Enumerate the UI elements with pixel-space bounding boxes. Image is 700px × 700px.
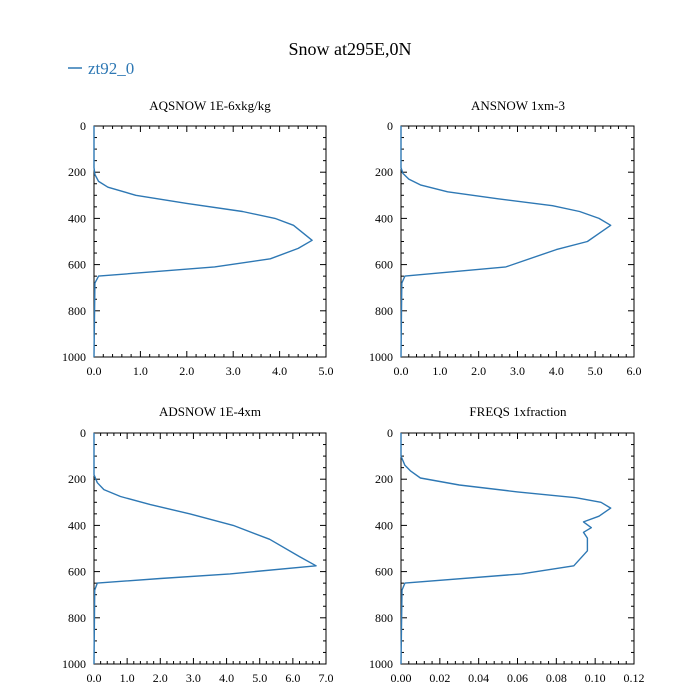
y-tick-label: 0 xyxy=(387,426,393,440)
x-tick-label: 5.0 xyxy=(252,671,267,685)
series-line-zt92_0 xyxy=(400,433,612,665)
plot-frame xyxy=(400,432,635,665)
x-tick-label: 0.10 xyxy=(585,671,606,685)
x-tick-label: 3.0 xyxy=(510,364,525,378)
panel-adsnow: ADSNOW 1E-4xm 0.0 1.0 2.0 3.0 4.0 5.0 6.0 7.0 0 2… xyxy=(62,404,334,685)
series-line-zt92_0 xyxy=(400,126,612,358)
x-tick-label: 4.0 xyxy=(219,671,234,685)
x-tick-label: 6.0 xyxy=(627,364,642,378)
y-tick-label: 200 xyxy=(68,472,86,486)
y-tick-label: 400 xyxy=(375,518,393,532)
y-tick-label: 600 xyxy=(68,258,86,272)
y-tick-label: 200 xyxy=(68,165,86,179)
y-tick-label: 0 xyxy=(80,119,86,133)
x-tick-label: 6.0 xyxy=(285,671,300,685)
y-tick-label: 1000 xyxy=(369,657,393,671)
y-tick-label: 400 xyxy=(68,211,86,225)
x-tick-label: 5.0 xyxy=(588,364,603,378)
series-line-zt92_0 xyxy=(93,433,317,665)
y-tick-label: 600 xyxy=(68,565,86,579)
x-tick-label: 3.0 xyxy=(186,671,201,685)
panel-title: AQSNOW 1E-6xkg/kg xyxy=(149,98,271,113)
x-tick-label: 0.00 xyxy=(391,671,412,685)
x-tick-label: 0.08 xyxy=(546,671,567,685)
y-tick-label: 0 xyxy=(80,426,86,440)
x-tick-label: 2.0 xyxy=(179,364,194,378)
x-tick-label: 0.12 xyxy=(624,671,645,685)
y-tick-label: 400 xyxy=(68,518,86,532)
x-tick-label: 0.0 xyxy=(394,364,409,378)
y-tick-label: 600 xyxy=(375,258,393,272)
panel-freqs: FREQS 1xfraction 0.00 0.02 0.04 0.06 0.08 0.1… xyxy=(369,404,645,685)
y-tick-label: 1000 xyxy=(62,350,86,364)
figure-title: Snow at295E,0N xyxy=(289,39,412,59)
x-tick-label: 0.04 xyxy=(468,671,489,685)
y-tick-label: 200 xyxy=(375,165,393,179)
y-tick-label: 400 xyxy=(375,211,393,225)
panel-title: ADSNOW 1E-4xm xyxy=(159,404,261,419)
plot-frame xyxy=(93,125,327,358)
panel-title: ANSNOW 1xm-3 xyxy=(471,98,565,113)
panel-ansnow: ANSNOW 1xm-3 0.0 1.0 2.0 3.0 4.0 5.0 6.0 0 200 40… xyxy=(369,98,642,378)
x-tick-label: 1.0 xyxy=(432,364,447,378)
y-tick-label: 800 xyxy=(68,611,86,625)
y-tick-label: 0 xyxy=(387,119,393,133)
y-tick-label: 1000 xyxy=(369,350,393,364)
plot-frame xyxy=(400,125,635,358)
plot-frame xyxy=(93,432,327,665)
x-tick-label: 4.0 xyxy=(272,364,287,378)
x-tick-label: 4.0 xyxy=(549,364,564,378)
panel-aqsnow: AQSNOW 1E-6xkg/kg 0.0 1.0 2.0 3.0 4.0 5.0 0 200… xyxy=(62,98,334,378)
x-tick-label: 0.0 xyxy=(87,364,102,378)
y-tick-label: 200 xyxy=(375,472,393,486)
y-tick-label: 800 xyxy=(375,304,393,318)
panel-title: FREQS 1xfraction xyxy=(469,404,567,419)
legend: zt92_0 xyxy=(68,59,134,78)
y-tick-label: 1000 xyxy=(62,657,86,671)
y-tick-label: 800 xyxy=(375,611,393,625)
x-tick-label: 1.0 xyxy=(120,671,135,685)
x-tick-label: 5.0 xyxy=(319,364,334,378)
x-tick-label: 0.02 xyxy=(429,671,450,685)
x-tick-label: 1.0 xyxy=(133,364,148,378)
x-tick-label: 0.06 xyxy=(507,671,528,685)
x-tick-label: 0.0 xyxy=(87,671,102,685)
y-tick-label: 800 xyxy=(68,304,86,318)
y-tick-label: 600 xyxy=(375,565,393,579)
series-line-zt92_0 xyxy=(93,126,313,358)
x-tick-label: 2.0 xyxy=(153,671,168,685)
legend-label: zt92_0 xyxy=(88,59,134,78)
x-tick-label: 2.0 xyxy=(471,364,486,378)
x-tick-label: 3.0 xyxy=(226,364,241,378)
x-tick-label: 7.0 xyxy=(319,671,334,685)
